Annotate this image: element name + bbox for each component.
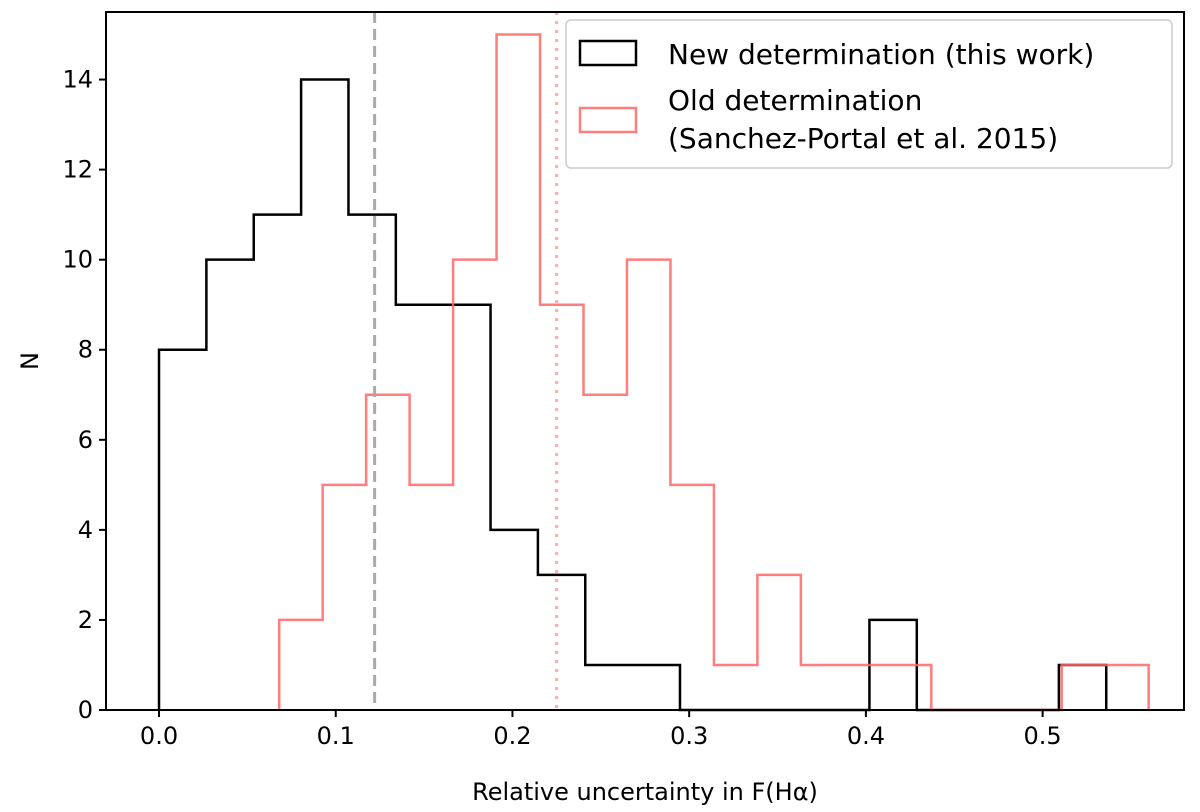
y-tick-label: 10	[62, 246, 93, 274]
reference-lines	[373, 12, 559, 710]
y-tick-label: 0	[78, 696, 93, 724]
y-tick-label: 12	[62, 156, 93, 184]
legend-swatch-new	[578, 39, 638, 67]
legend-box	[565, 19, 1173, 169]
x-tick-label: 0.1	[317, 722, 355, 750]
legend-swatch-old	[578, 106, 638, 134]
legend-label-old-line-1: Old determination	[668, 84, 922, 117]
x-tick-label: 0.4	[847, 722, 885, 750]
y-tick-label: 2	[78, 606, 93, 634]
histogram-series-1	[157, 78, 1108, 712]
y-tick-label: 6	[78, 426, 93, 454]
x-axis-label: Relative uncertainty in F(Hα)	[472, 778, 818, 806]
x-axis-ticks: 0.0 0.1 0.2 0.3 0.4 0.5	[140, 710, 1062, 750]
x-tick-label: 0.5	[1024, 722, 1062, 750]
y-tick-label: 14	[62, 66, 93, 94]
y-tick-label: 8	[78, 336, 93, 364]
legend: New determination (this work) Old determi…	[565, 19, 1173, 169]
x-tick-label: 0.0	[140, 722, 178, 750]
x-tick-label: 0.3	[670, 722, 708, 750]
y-axis-ticks: 0 2 4 6 8 10 12 14	[62, 66, 106, 724]
plot-frame	[105, 11, 1185, 711]
legend-label-new: New determination (this work)	[668, 38, 1094, 71]
y-axis-label: N	[16, 352, 44, 370]
y-tick-label: 4	[78, 516, 93, 544]
legend-label-old-line-2: (Sanchez-Portal et al. 2015)	[668, 122, 1058, 155]
x-tick-label: 0.2	[493, 722, 531, 750]
